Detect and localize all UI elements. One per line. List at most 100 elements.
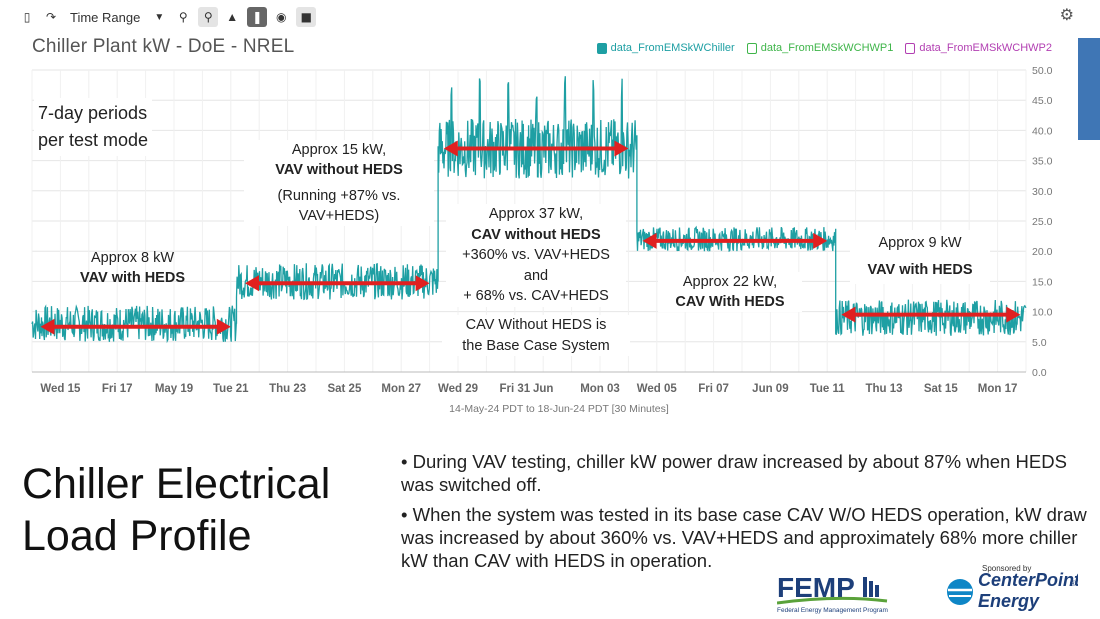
- annotation-bold: VAV with HEDS: [867, 262, 973, 278]
- x-tick-label: Mon 17: [978, 383, 1018, 395]
- chevron-down-icon: ▼: [154, 11, 165, 23]
- y-tick-label: 15.0: [1032, 276, 1053, 288]
- export-icon[interactable]: ↷: [45, 10, 57, 24]
- x-tick-label: Jun: [533, 383, 553, 395]
- annotation-vav-no-heds: Approx 15 kW, VAV without HEDS (Running …: [244, 140, 434, 226]
- stop-icon[interactable]: ■: [296, 7, 317, 27]
- chart-panel: ▯ ↷ Time Range ▼ ⚲ ⚲ ▲ ❚ ◉ ■ ⚙ Chiller P…: [18, 0, 1076, 418]
- annotation-line: and: [523, 267, 549, 284]
- x-tick-label: Mon 27: [381, 383, 421, 395]
- x-tick-label: Fri 07: [698, 383, 729, 395]
- arrow-head-left: [841, 306, 856, 323]
- x-tick-label: Jun 09: [752, 383, 788, 395]
- y-tick-label: 35.0: [1032, 156, 1053, 168]
- legend-swatch: [905, 42, 916, 54]
- annotation-periods: 7-day periods per test mode: [34, 98, 153, 156]
- x-tick-label: Thu 13: [865, 383, 902, 395]
- x-tick-label: Fri 31: [499, 383, 530, 395]
- annotation-line: the Base Case System: [462, 337, 610, 354]
- pause-icon[interactable]: ❚: [247, 7, 268, 27]
- arrow-head-left: [642, 232, 657, 249]
- arrow-head-left: [40, 318, 55, 335]
- y-tick-label: 50.0: [1032, 65, 1053, 77]
- svg-text:CenterPoint: CenterPoint: [978, 570, 1078, 590]
- annotation-line: Approx 37 kW,: [488, 206, 584, 222]
- slide-title: Chiller Electrical Load Profile: [22, 458, 330, 562]
- x-tick-label: Wed 05: [637, 383, 678, 395]
- chart-title: Chiller Plant kW - DoE - NREL: [32, 36, 295, 57]
- legend-item-chiller[interactable]: data_FromEMSkWChiller: [596, 42, 735, 54]
- x-tick-label: Fri 17: [102, 383, 133, 395]
- annotation-line: VAV with HEDS: [60, 268, 205, 288]
- legend-swatch: [746, 42, 757, 54]
- annotation-line: VAV without HEDS: [244, 160, 434, 180]
- bullet-item: • During VAV testing, chiller kW power d…: [401, 451, 1067, 495]
- annotation-line: Approx 15 kW,: [291, 142, 387, 158]
- arrow-head-right: [1006, 306, 1021, 323]
- annotation-line: + 68% vs. CAV+HEDS: [463, 288, 609, 304]
- x-tick-label: Wed 29: [438, 383, 478, 395]
- arrow-head-right: [216, 318, 231, 335]
- zoom-in-icon[interactable]: ⚲: [178, 10, 188, 24]
- annotation-vav-heds-1: Approx 8 kW VAV with HEDS: [60, 248, 205, 288]
- legend-label: data_FromEMSkWCHWP1: [760, 42, 894, 54]
- bullet-item: • When the system was tested in its base…: [401, 504, 1087, 571]
- annotation-vav-heds-2: Approx 9 kW VAV with HEDS: [850, 230, 990, 284]
- y-tick-label: 45.0: [1032, 95, 1053, 107]
- y-tick-label: 25.0: [1032, 216, 1053, 228]
- zoom-out-icon[interactable]: ⚲: [198, 7, 219, 27]
- x-tick-label: Thu 23: [269, 383, 306, 395]
- y-tick-label: 20.0: [1032, 246, 1053, 258]
- annotation-bold: VAV without HEDS: [275, 162, 403, 178]
- slide-title-line: Chiller Electrical: [22, 460, 331, 508]
- annotation-line: Approx 9 kW: [878, 235, 962, 251]
- arrow-head-left: [443, 140, 458, 157]
- time-range-label: Time Range: [70, 9, 141, 25]
- x-tick-label: Mon 03: [580, 383, 620, 395]
- x-tick-label: Tue 21: [213, 383, 249, 395]
- annotation-bold: CAV With HEDS: [675, 294, 785, 310]
- page-icon[interactable]: ▯: [23, 10, 31, 24]
- legend-item-chwp2[interactable]: data_FromEMSkWCHWP2: [905, 42, 1052, 54]
- target-icon[interactable]: ◉: [275, 10, 287, 24]
- svg-text:Federal Energy Management Prog: Federal Energy Management Program: [777, 607, 888, 614]
- arrow-head-left: [245, 275, 259, 292]
- legend-label: data_FromEMSkWChiller: [610, 42, 735, 54]
- bullet-list: • During VAV testing, chiller kW power d…: [401, 450, 1091, 579]
- chart-toolbar: ▯ ↷ Time Range ▼ ⚲ ⚲ ▲ ❚ ◉ ■: [18, 2, 1076, 32]
- annotation-line: CAV With HEDS: [658, 292, 802, 312]
- arrow-head-right: [415, 275, 430, 292]
- time-range-select[interactable]: Time Range ▼: [68, 10, 166, 25]
- arrow-head-right: [813, 232, 828, 249]
- svg-text:Energy: Energy: [978, 591, 1040, 611]
- y-tick-label: 0.0: [1032, 367, 1047, 379]
- x-tick-label: May 19: [155, 383, 193, 395]
- annotation-line: VAV with HEDS: [850, 257, 990, 284]
- arrow-head-right: [614, 140, 629, 157]
- annotation-base-case: CAV Without HEDS is the Base Case System: [442, 315, 630, 356]
- slide-title-line: Load Profile: [22, 512, 252, 560]
- legend-swatch: [596, 42, 607, 54]
- y-tick-label: 30.0: [1032, 186, 1053, 198]
- svg-text:®: ®: [1070, 579, 1076, 588]
- legend-item-chwp1[interactable]: data_FromEMSkWCHWP1: [746, 42, 894, 54]
- annotation-bold: VAV with HEDS: [80, 270, 185, 286]
- settings-icon[interactable]: ⚙: [1059, 7, 1074, 24]
- annotation-bold: CAV without HEDS: [471, 226, 601, 243]
- x-axis-label: 14-May-24 PDT to 18-Jun-24 PDT [30 Minut…: [449, 403, 669, 415]
- y-tick-label: 40.0: [1032, 125, 1053, 137]
- annotation-line: (Running +87% vs.: [277, 188, 401, 204]
- svg-text:Sponsored by: Sponsored by: [982, 564, 1031, 573]
- annotation-line: CAV Without HEDS is: [465, 317, 607, 333]
- chart-legend: data_FromEMSkWChiller data_FromEMSkWCHWP…: [596, 42, 1052, 54]
- annotation-line: +360% vs. VAV+HEDS: [462, 247, 610, 263]
- centerpoint-logo: Sponsored by CenterPoint ® Energy: [947, 564, 1078, 611]
- x-tick-label: Sat 15: [924, 383, 958, 395]
- annotation-cav-heds: Approx 22 kW, CAV With HEDS: [658, 272, 802, 312]
- triangle-icon[interactable]: ▲: [226, 10, 239, 24]
- x-tick-label: Tue 11: [810, 383, 846, 395]
- y-tick-label: 10.0: [1032, 307, 1053, 319]
- x-tick-label: Sat 25: [327, 383, 361, 395]
- series-line-chiller: [31, 76, 1027, 344]
- y-tick-label: 5.0: [1032, 337, 1047, 349]
